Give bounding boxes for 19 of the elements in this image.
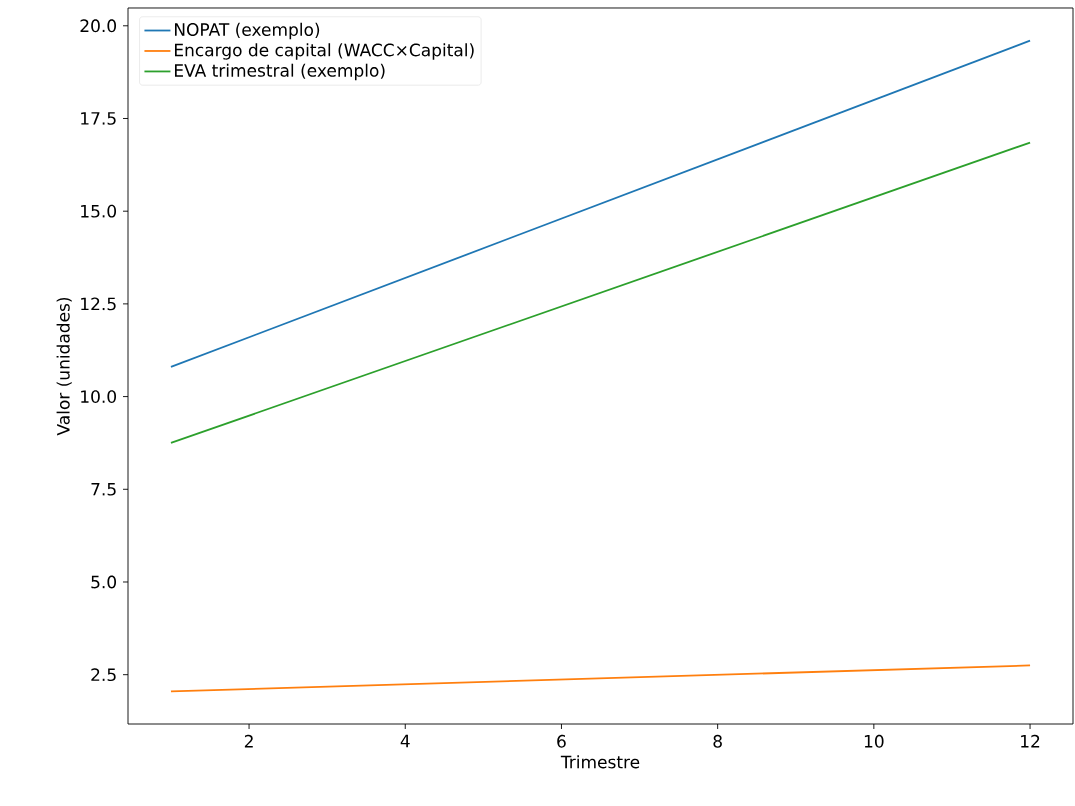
y-axis-title: Valor (unidades) xyxy=(56,297,72,436)
x-axis-title: Trimestre xyxy=(560,755,640,769)
legend-label: Encargo de capital (WACC×Capital) xyxy=(175,43,474,60)
y-tick-label: 10.0 xyxy=(81,390,117,404)
y-tick-label: 17.5 xyxy=(81,112,116,125)
legend-label: NOPAT (exemplo) xyxy=(175,22,320,40)
y-tick-label: 2.5 xyxy=(91,668,116,682)
legend-label: EVA trimestral (exemplo) xyxy=(175,63,385,81)
y-tick-label: 15.0 xyxy=(81,204,117,218)
x-tick-label: 12 xyxy=(1021,734,1040,748)
x-tick-label: 6 xyxy=(557,734,566,748)
x-tick-label: 8 xyxy=(713,734,722,748)
x-tick-label: 10 xyxy=(864,734,884,748)
y-tick-label: 12.5 xyxy=(81,297,116,311)
x-tick-label: 2 xyxy=(244,734,253,748)
y-tick-label: 5.0 xyxy=(91,575,117,589)
x-tick-label: 4 xyxy=(400,734,410,748)
y-tick-label: 7.5 xyxy=(91,482,116,496)
y-tick-label: 20.0 xyxy=(80,19,117,33)
